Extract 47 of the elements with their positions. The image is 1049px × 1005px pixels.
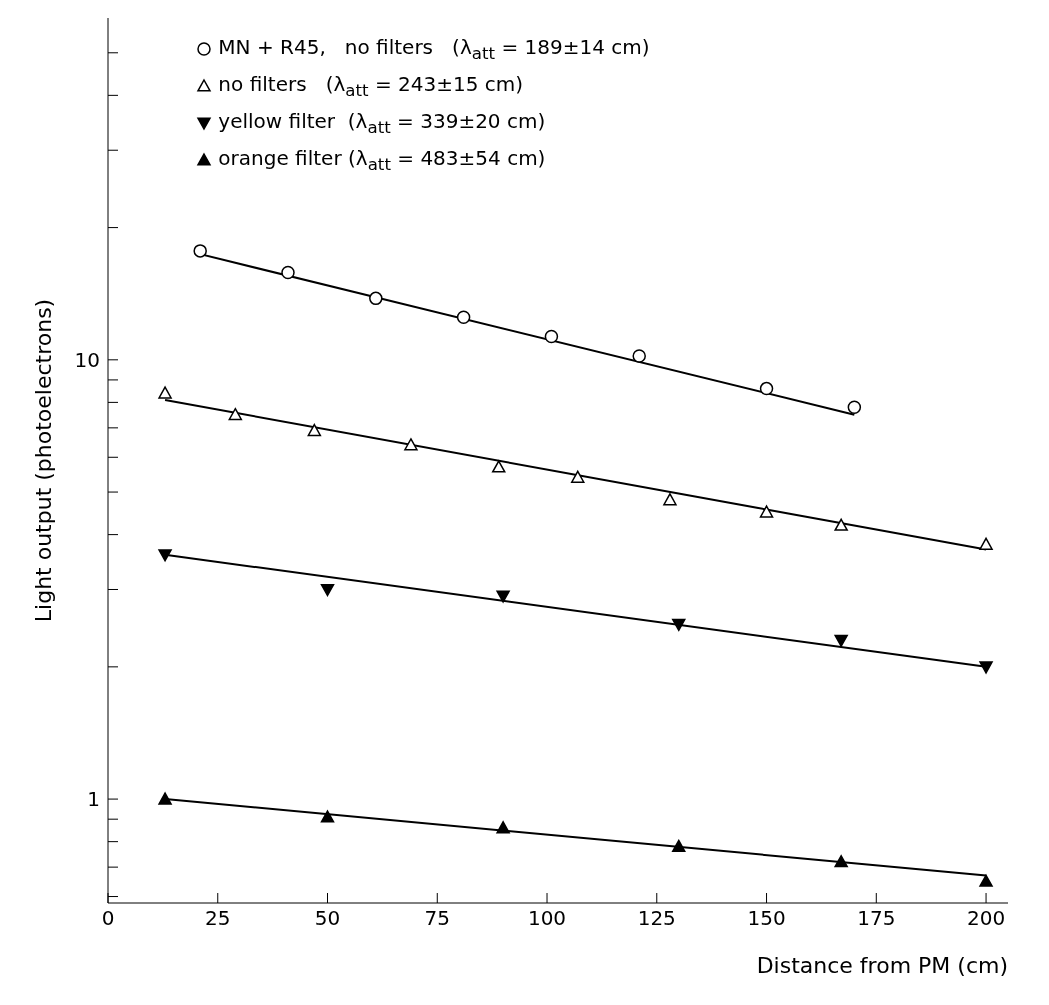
point	[979, 661, 993, 674]
point	[663, 493, 677, 506]
x-tick-label: 50	[314, 906, 341, 931]
point	[307, 423, 322, 437]
point	[671, 618, 686, 632]
x-tick-label: 25	[205, 906, 231, 931]
point	[158, 386, 172, 399]
legend-label: yellow filter (λ$_{att}$ = 339±20 cm)	[218, 109, 546, 137]
x-tick-label: 150	[747, 906, 786, 931]
point	[320, 583, 335, 597]
point	[228, 407, 243, 421]
point	[491, 460, 506, 473]
point	[979, 537, 993, 550]
legend-label: MN + R45, no filters (λ$_{att}$ = 189±14 cm)	[218, 35, 650, 63]
x-tick-label: 0	[101, 906, 115, 931]
point	[496, 590, 510, 603]
point	[979, 874, 993, 887]
point	[834, 855, 848, 868]
point	[496, 821, 510, 834]
point	[369, 291, 383, 306]
point	[759, 381, 774, 396]
point	[834, 634, 848, 647]
point	[847, 400, 862, 414]
x-tick-label: 75	[424, 906, 450, 931]
legend-label: orange filter (λ$_{att}$ = 483±54 cm)	[218, 146, 546, 174]
x-axis-title: Distance from PM (cm)	[756, 953, 1008, 978]
point	[759, 505, 774, 518]
legend-label: no filters (λ$_{att}$ = 243±15 cm)	[218, 72, 524, 100]
x-tick-label: 175	[857, 906, 896, 931]
x-tick-label: 125	[637, 906, 676, 931]
point	[671, 839, 686, 853]
point	[193, 244, 207, 258]
y-axis-title: Light output (photoelectrons)	[30, 298, 56, 623]
point	[158, 549, 172, 562]
point	[281, 265, 295, 280]
point	[158, 792, 172, 805]
point	[544, 329, 559, 344]
y-tick-label: 10	[74, 347, 100, 372]
x-tick-label: 200	[966, 906, 1006, 931]
point	[404, 438, 418, 451]
point	[320, 810, 335, 823]
x-tick-label: 100	[527, 906, 567, 931]
y-tick-label: 1	[87, 787, 100, 812]
point	[834, 518, 848, 531]
point	[456, 310, 471, 324]
point	[632, 349, 646, 363]
point	[571, 470, 585, 483]
